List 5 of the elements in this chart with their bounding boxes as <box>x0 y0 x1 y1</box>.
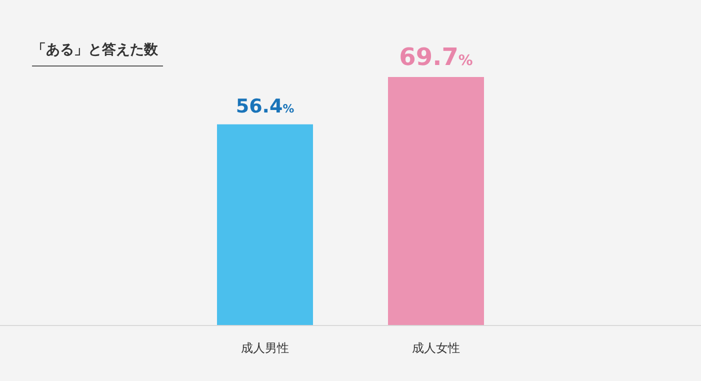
x-tick-label: 成人男性 <box>241 341 289 355</box>
chart-title: 「ある」と答えた数 <box>32 42 159 58</box>
data-label: 69.7% <box>399 43 473 71</box>
data-label: 56.4% <box>236 95 295 118</box>
x-tick-label: 成人女性 <box>412 341 460 355</box>
